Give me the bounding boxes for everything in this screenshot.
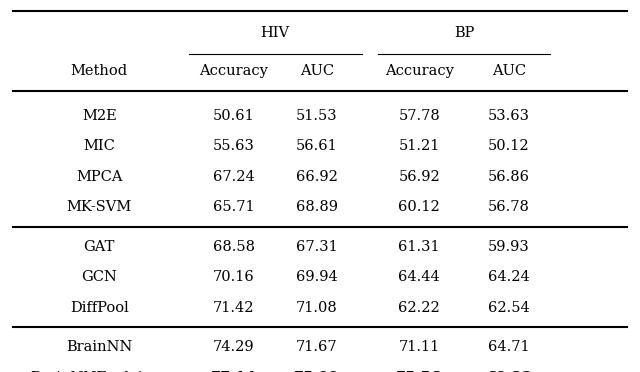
Text: 50.12: 50.12: [488, 139, 530, 153]
Text: 68.58: 68.58: [212, 240, 255, 254]
Text: 77.14: 77.14: [211, 371, 257, 372]
Text: 64.44: 64.44: [398, 270, 440, 284]
Text: 71.11: 71.11: [399, 340, 440, 354]
Text: 70.16: 70.16: [212, 270, 255, 284]
Text: 53.63: 53.63: [488, 109, 530, 123]
Text: 55.63: 55.63: [212, 139, 255, 153]
Text: 71.08: 71.08: [296, 301, 338, 315]
Text: 74.29: 74.29: [212, 340, 255, 354]
Text: 60.12: 60.12: [398, 200, 440, 214]
Text: 50.61: 50.61: [212, 109, 255, 123]
Text: 56.86: 56.86: [488, 170, 530, 184]
Text: 65.71: 65.71: [212, 200, 255, 214]
Text: Accuracy: Accuracy: [199, 64, 268, 78]
Text: AUC: AUC: [492, 64, 526, 78]
Text: MPCA: MPCA: [76, 170, 122, 184]
Text: 51.53: 51.53: [296, 109, 338, 123]
Text: 69.94: 69.94: [296, 270, 338, 284]
Text: Accuracy: Accuracy: [385, 64, 454, 78]
Text: 57.78: 57.78: [398, 109, 440, 123]
Text: 64.71: 64.71: [488, 340, 530, 354]
Text: 75.56: 75.56: [396, 371, 442, 372]
Text: AUC: AUC: [300, 64, 334, 78]
Text: 59.93: 59.93: [488, 240, 530, 254]
Text: MIC: MIC: [83, 139, 115, 153]
Text: BrainNN: BrainNN: [66, 340, 132, 354]
Text: Method: Method: [70, 64, 128, 78]
Text: 56.78: 56.78: [488, 200, 530, 214]
Text: 61.31: 61.31: [398, 240, 440, 254]
Text: 67.24: 67.24: [212, 170, 255, 184]
Text: HIV: HIV: [260, 26, 290, 41]
Text: 66.92: 66.92: [296, 170, 338, 184]
Text: 75.00: 75.00: [294, 371, 339, 372]
Text: 62.54: 62.54: [488, 301, 530, 315]
Text: 68.89: 68.89: [296, 200, 338, 214]
Text: 71.42: 71.42: [213, 301, 254, 315]
Text: M2E: M2E: [82, 109, 116, 123]
Text: 67.31: 67.31: [296, 240, 338, 254]
Text: GCN: GCN: [81, 270, 117, 284]
Text: 64.24: 64.24: [488, 270, 530, 284]
Text: GAT: GAT: [83, 240, 115, 254]
Text: MK-SVM: MK-SVM: [67, 200, 132, 214]
Text: BP: BP: [454, 26, 474, 41]
Text: 71.67: 71.67: [296, 340, 338, 354]
Text: 62.22: 62.22: [398, 301, 440, 315]
Text: 51.21: 51.21: [399, 139, 440, 153]
Text: 56.61: 56.61: [296, 139, 338, 153]
Text: 56.92: 56.92: [398, 170, 440, 184]
Text: 69.88: 69.88: [486, 371, 532, 372]
Text: DiffPool: DiffPool: [70, 301, 129, 315]
Text: BrainNNExplainer: BrainNNExplainer: [30, 371, 168, 372]
